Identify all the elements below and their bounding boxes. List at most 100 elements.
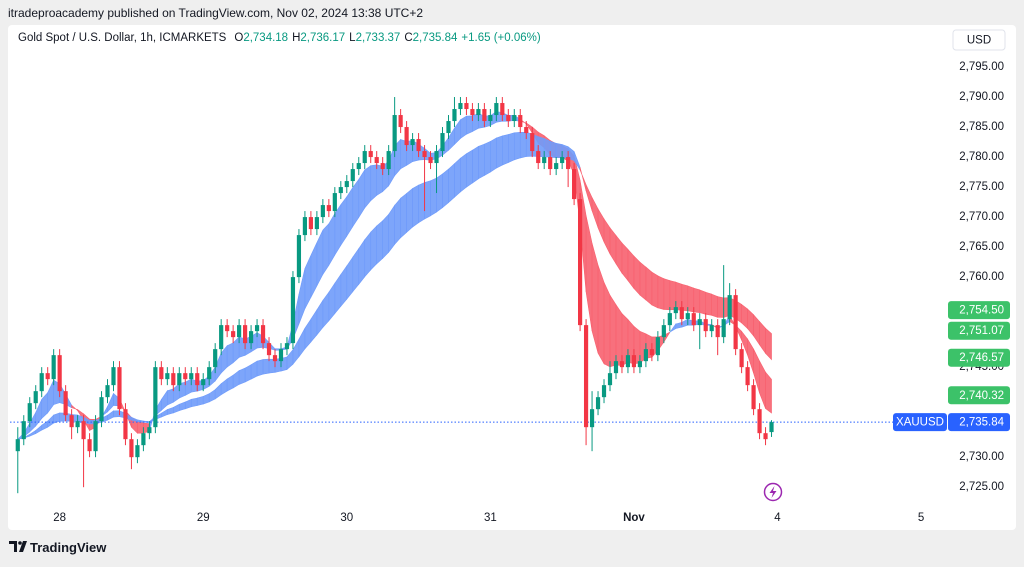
y-tick-label: 2,780.00 [959,151,1004,163]
candle-body [219,325,224,350]
ema-ribbon-segment [412,184,419,228]
ema-ribbon-segment [555,142,563,158]
candle-body [751,385,756,410]
candle-body [637,361,643,368]
candle-body [548,157,553,170]
candle-body [135,445,140,458]
candle-body [380,163,385,170]
candle-body [320,205,325,218]
ema-ribbon-segment [543,138,551,158]
x-tick-label: 29 [197,512,210,524]
candle-body [739,349,744,368]
ema-ribbon-segment [340,195,348,247]
candle-body [625,355,631,368]
candle-body [446,121,451,134]
ema-ribbon-segment [687,285,695,313]
ema-ribbon-segment [370,164,378,202]
price-tag [948,301,1010,320]
ema-ribbon-segment [502,134,509,166]
y-tick-label: 2,770.00 [959,211,1004,223]
currency-box[interactable] [952,29,1006,51]
candle-body [757,409,762,434]
candle-body [350,169,355,182]
candle-body [332,193,337,212]
ema-ribbon-segment [454,157,461,198]
symbol-tag-text: XAUUSD [896,417,944,429]
ema-ribbon-segment [238,367,246,385]
y-tick-label: 2,730.00 [959,451,1004,463]
ema-ribbon-segment [137,420,144,434]
candle-body [296,235,302,278]
candle-body [386,151,391,170]
ema-ribbon-segment [657,275,665,310]
candle-body [195,373,200,386]
candle-body [171,373,176,386]
candle-body [643,349,648,362]
y-tick-label: 2,775.00 [959,181,1004,193]
candle-body [225,325,230,332]
ema-ribbon-segment [400,192,407,239]
publisher-line: itradeproacademy published on TradingVie… [8,6,424,20]
candle-body [452,109,457,122]
candle-body [117,367,122,410]
x-tick-label: 30 [340,512,353,524]
candle-body [769,422,774,433]
ema-ribbon-segment [394,197,401,246]
candle-body [278,349,284,362]
candle-body [500,103,505,116]
candle-body [673,307,678,314]
candle-body [338,187,343,194]
candle-body [470,109,475,116]
candle-body [416,139,421,152]
ema-ribbon-segment [681,283,689,311]
ema-ribbon-segment [430,177,437,217]
x-tick-label: 31 [484,512,497,524]
ema-ribbon-segment [184,378,192,396]
ema-ribbon-segment [675,281,683,311]
candle-body [619,361,625,368]
candle-body [183,373,188,380]
candle-body [679,307,684,320]
legend-value: 2,735.84 [412,32,458,44]
candle-body [631,355,637,368]
candle-body [189,373,194,380]
candle-body [302,217,308,236]
candle-body [530,133,535,152]
price-tag-text: 2,740.32 [959,390,1004,402]
lightning-icon[interactable] [763,482,783,502]
candle-body [733,295,738,350]
legend-key: L [349,32,356,44]
ema-ribbon-segment [615,303,623,367]
candle-body [356,163,361,170]
candle-body [362,151,367,164]
candle-body [231,331,236,338]
candle-body [709,325,714,332]
candle-body [560,157,565,164]
ema-ribbon-segment [466,115,473,135]
ema-ribbon-segment [424,180,431,220]
candles [15,97,774,494]
legend-key: O [234,32,244,44]
candle-body [368,151,373,158]
candle-body [165,373,170,380]
x-tick-label: Nov [623,512,645,524]
ema-ribbon-segment [460,115,467,140]
candle-body [464,103,469,110]
candle-body [434,151,439,164]
candle-body [392,115,397,152]
candle-body [506,115,511,122]
candle-body [667,313,672,326]
ema-ribbon-segment [513,131,521,161]
candle-body [613,361,619,374]
ema-ribbon-segment [244,364,252,383]
y-tick-label: 2,785.00 [959,121,1004,133]
symbol-legend: Gold Spot / U.S. Dollar, 1h, ICMARKETS O2… [18,32,545,44]
candle-body [518,115,523,128]
candle-body [207,367,212,380]
legend-key: H [292,32,301,44]
candle-body [536,151,541,164]
ema-ribbon-segment [448,163,455,204]
ema-ribbon-segment [406,187,413,234]
